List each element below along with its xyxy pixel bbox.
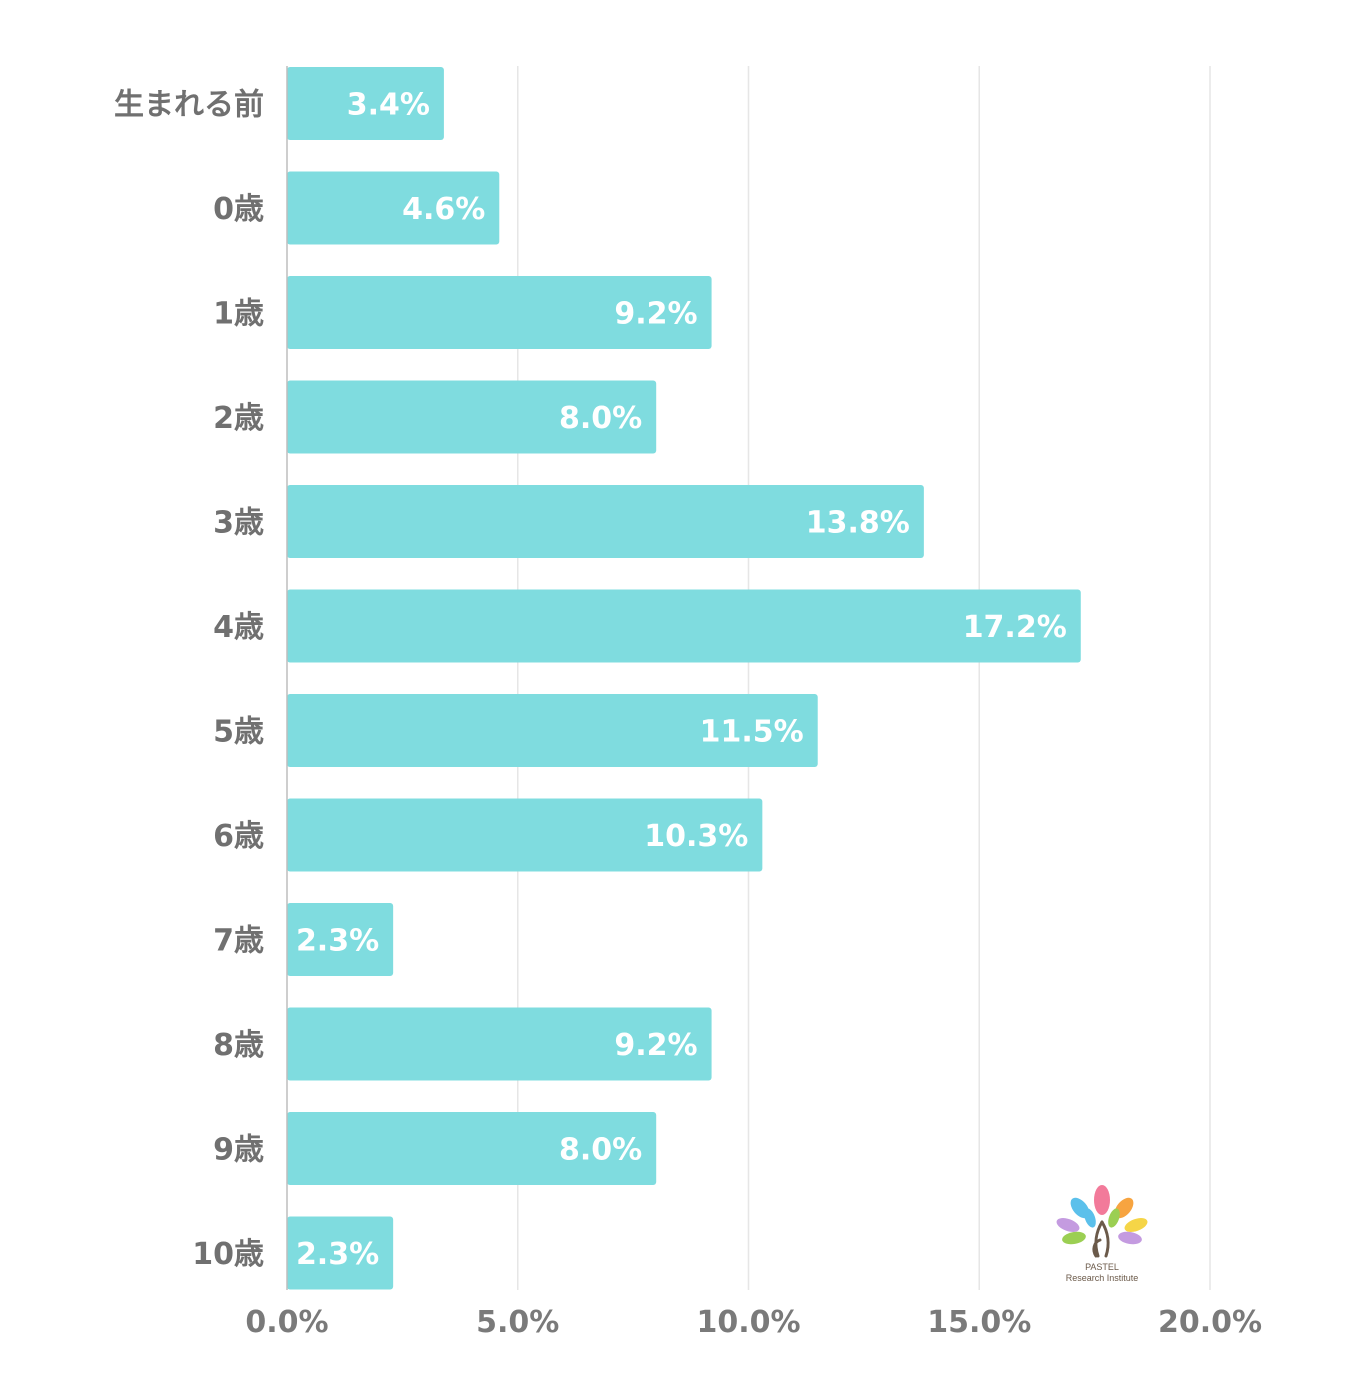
bar — [287, 485, 924, 558]
category-label: 10歳 — [192, 1237, 264, 1272]
category-label: 8歳 — [213, 1028, 264, 1063]
category-label: 4歳 — [213, 610, 264, 645]
data-label: 9.2% — [614, 297, 697, 332]
bar — [287, 276, 712, 349]
bar — [287, 903, 394, 976]
data-label: 8.0% — [559, 1133, 642, 1168]
category-label: 7歳 — [213, 924, 264, 959]
category-label: 1歳 — [213, 297, 264, 332]
bar — [287, 67, 444, 140]
data-label: 17.2% — [963, 610, 1067, 645]
logo-line1: PASTEL — [1085, 1262, 1119, 1272]
value-labels: 3.4% 4.6% 9.2% 8.0% 13.8% 17.2% 11.5% 10.3% 2.3%… — [296, 88, 1067, 1273]
bars — [287, 67, 1081, 1290]
data-label: 11.5% — [700, 715, 804, 750]
data-label: 13.8% — [806, 506, 910, 541]
data-label: 10.3% — [644, 819, 748, 854]
data-label: 3.4% — [347, 88, 430, 123]
category-label: 6歳 — [213, 819, 264, 854]
pastel-logo: PASTEL Research Institute — [1056, 1185, 1148, 1283]
data-label: 2.3% — [296, 1237, 379, 1272]
bar — [287, 380, 657, 454]
x-tick-label: 10.0% — [696, 1305, 800, 1340]
bar — [287, 694, 818, 767]
logo-tree-icon — [1056, 1185, 1148, 1258]
category-label: 生まれる前 — [114, 88, 264, 123]
x-tick-label: 0.0% — [245, 1305, 328, 1340]
data-label: 8.0% — [559, 401, 642, 436]
bar — [287, 798, 763, 872]
data-label: 4.6% — [402, 192, 485, 227]
bar — [287, 1007, 712, 1081]
category-labels: 生まれる前 0歳 1歳 2歳 3歳 4歳 5歳 6歳 7歳 8歳 9歳 10歳 — [114, 88, 264, 1273]
x-tick-label: 15.0% — [927, 1305, 1031, 1340]
x-tick-label: 20.0% — [1158, 1305, 1262, 1340]
data-label: 2.3% — [296, 924, 379, 959]
category-label: 3歳 — [213, 506, 264, 541]
grid-lines — [517, 66, 1211, 1290]
x-tick-label: 5.0% — [476, 1305, 559, 1340]
category-label: 2歳 — [213, 401, 264, 436]
x-tick-labels: 0.0% 5.0% 10.0% 15.0% 20.0% — [245, 1305, 1262, 1340]
data-label: 9.2% — [614, 1028, 697, 1063]
bar — [287, 589, 1081, 663]
logo-line2: Research Institute — [1066, 1273, 1139, 1283]
category-label: 9歳 — [213, 1133, 264, 1168]
bar — [287, 1216, 394, 1290]
bar — [287, 171, 500, 245]
category-label: 0歳 — [213, 192, 264, 227]
category-label: 5歳 — [213, 715, 264, 750]
bar — [287, 1112, 657, 1185]
